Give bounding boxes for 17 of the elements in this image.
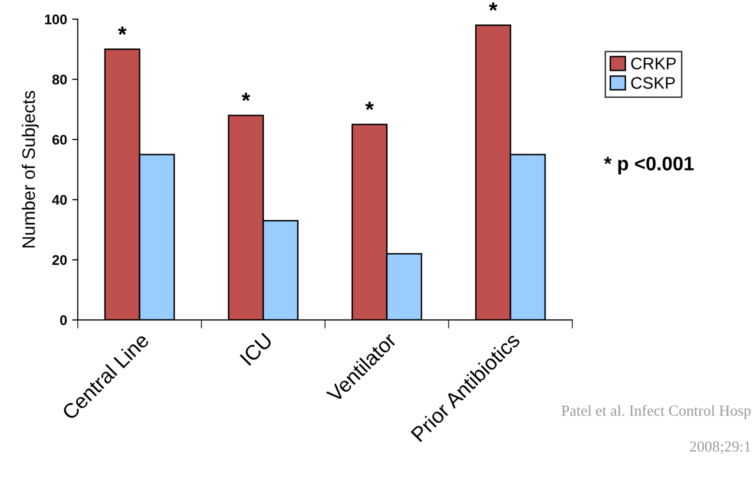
y-tick-label: 20 — [52, 255, 67, 265]
annotation: * — [118, 26, 127, 35]
annotation: * — [488, 2, 498, 11]
y-tick-label: 80 — [52, 74, 67, 84]
y-axis-title: Number of Subjects — [22, 90, 39, 248]
annotation: * — [365, 102, 374, 110]
y-tick-label: 0 — [60, 315, 67, 326]
y-tick-label: 60 — [52, 134, 67, 145]
text: * p <0.001 — [604, 156, 694, 174]
y-tick-label: 40 — [52, 194, 67, 205]
annotation: * — [242, 92, 250, 102]
x-tick-label: ICU — [240, 332, 273, 366]
y-tick-label: 100 — [45, 14, 67, 24]
text: Patel et al. Infect Control Hosp — [562, 404, 751, 419]
legend-label: CSKP — [631, 77, 675, 89]
legend-label: CRKP — [631, 58, 676, 70]
text: 2008;29:1 — [690, 441, 750, 454]
